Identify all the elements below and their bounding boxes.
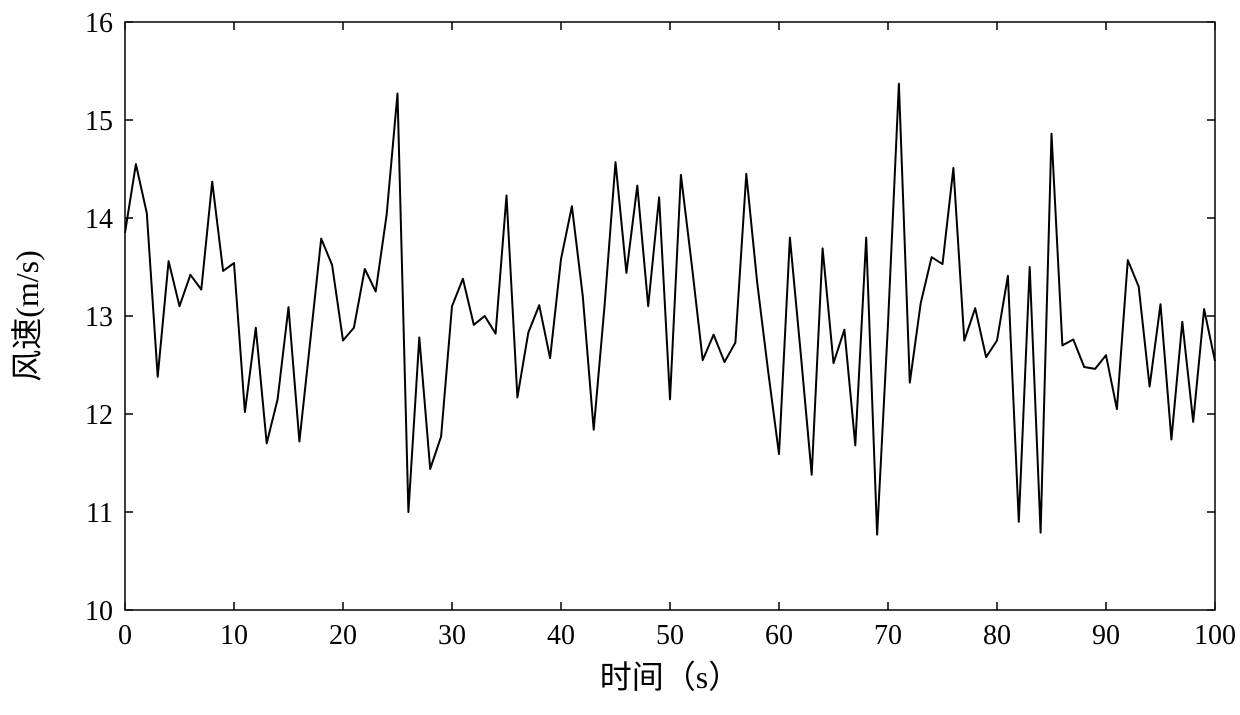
y-tick-label: 10 bbox=[85, 596, 113, 627]
x-tick-label: 0 bbox=[118, 620, 132, 651]
y-tick-label: 11 bbox=[86, 498, 113, 529]
x-tick-label: 30 bbox=[438, 620, 466, 651]
x-tick-label: 20 bbox=[329, 620, 357, 651]
x-tick-label: 10 bbox=[220, 620, 248, 651]
x-tick-label: 90 bbox=[1092, 620, 1120, 651]
y-tick-label: 15 bbox=[85, 106, 113, 137]
x-tick-label: 40 bbox=[547, 620, 575, 651]
x-tick-label: 80 bbox=[983, 620, 1011, 651]
y-tick-label: 13 bbox=[85, 302, 113, 333]
x-axis-label: 时间（s） bbox=[600, 659, 740, 695]
y-axis-label: 风速(m/s) bbox=[9, 250, 45, 382]
y-tick-label: 12 bbox=[85, 400, 113, 431]
y-tick-label: 16 bbox=[85, 8, 113, 39]
x-tick-label: 50 bbox=[656, 620, 684, 651]
chart-svg: 010203040506070809010010111213141516时间（s… bbox=[0, 0, 1240, 715]
x-tick-label: 100 bbox=[1194, 620, 1236, 651]
x-tick-label: 70 bbox=[874, 620, 902, 651]
line-chart: 010203040506070809010010111213141516时间（s… bbox=[0, 0, 1240, 715]
y-tick-label: 14 bbox=[85, 204, 113, 235]
x-tick-label: 60 bbox=[765, 620, 793, 651]
